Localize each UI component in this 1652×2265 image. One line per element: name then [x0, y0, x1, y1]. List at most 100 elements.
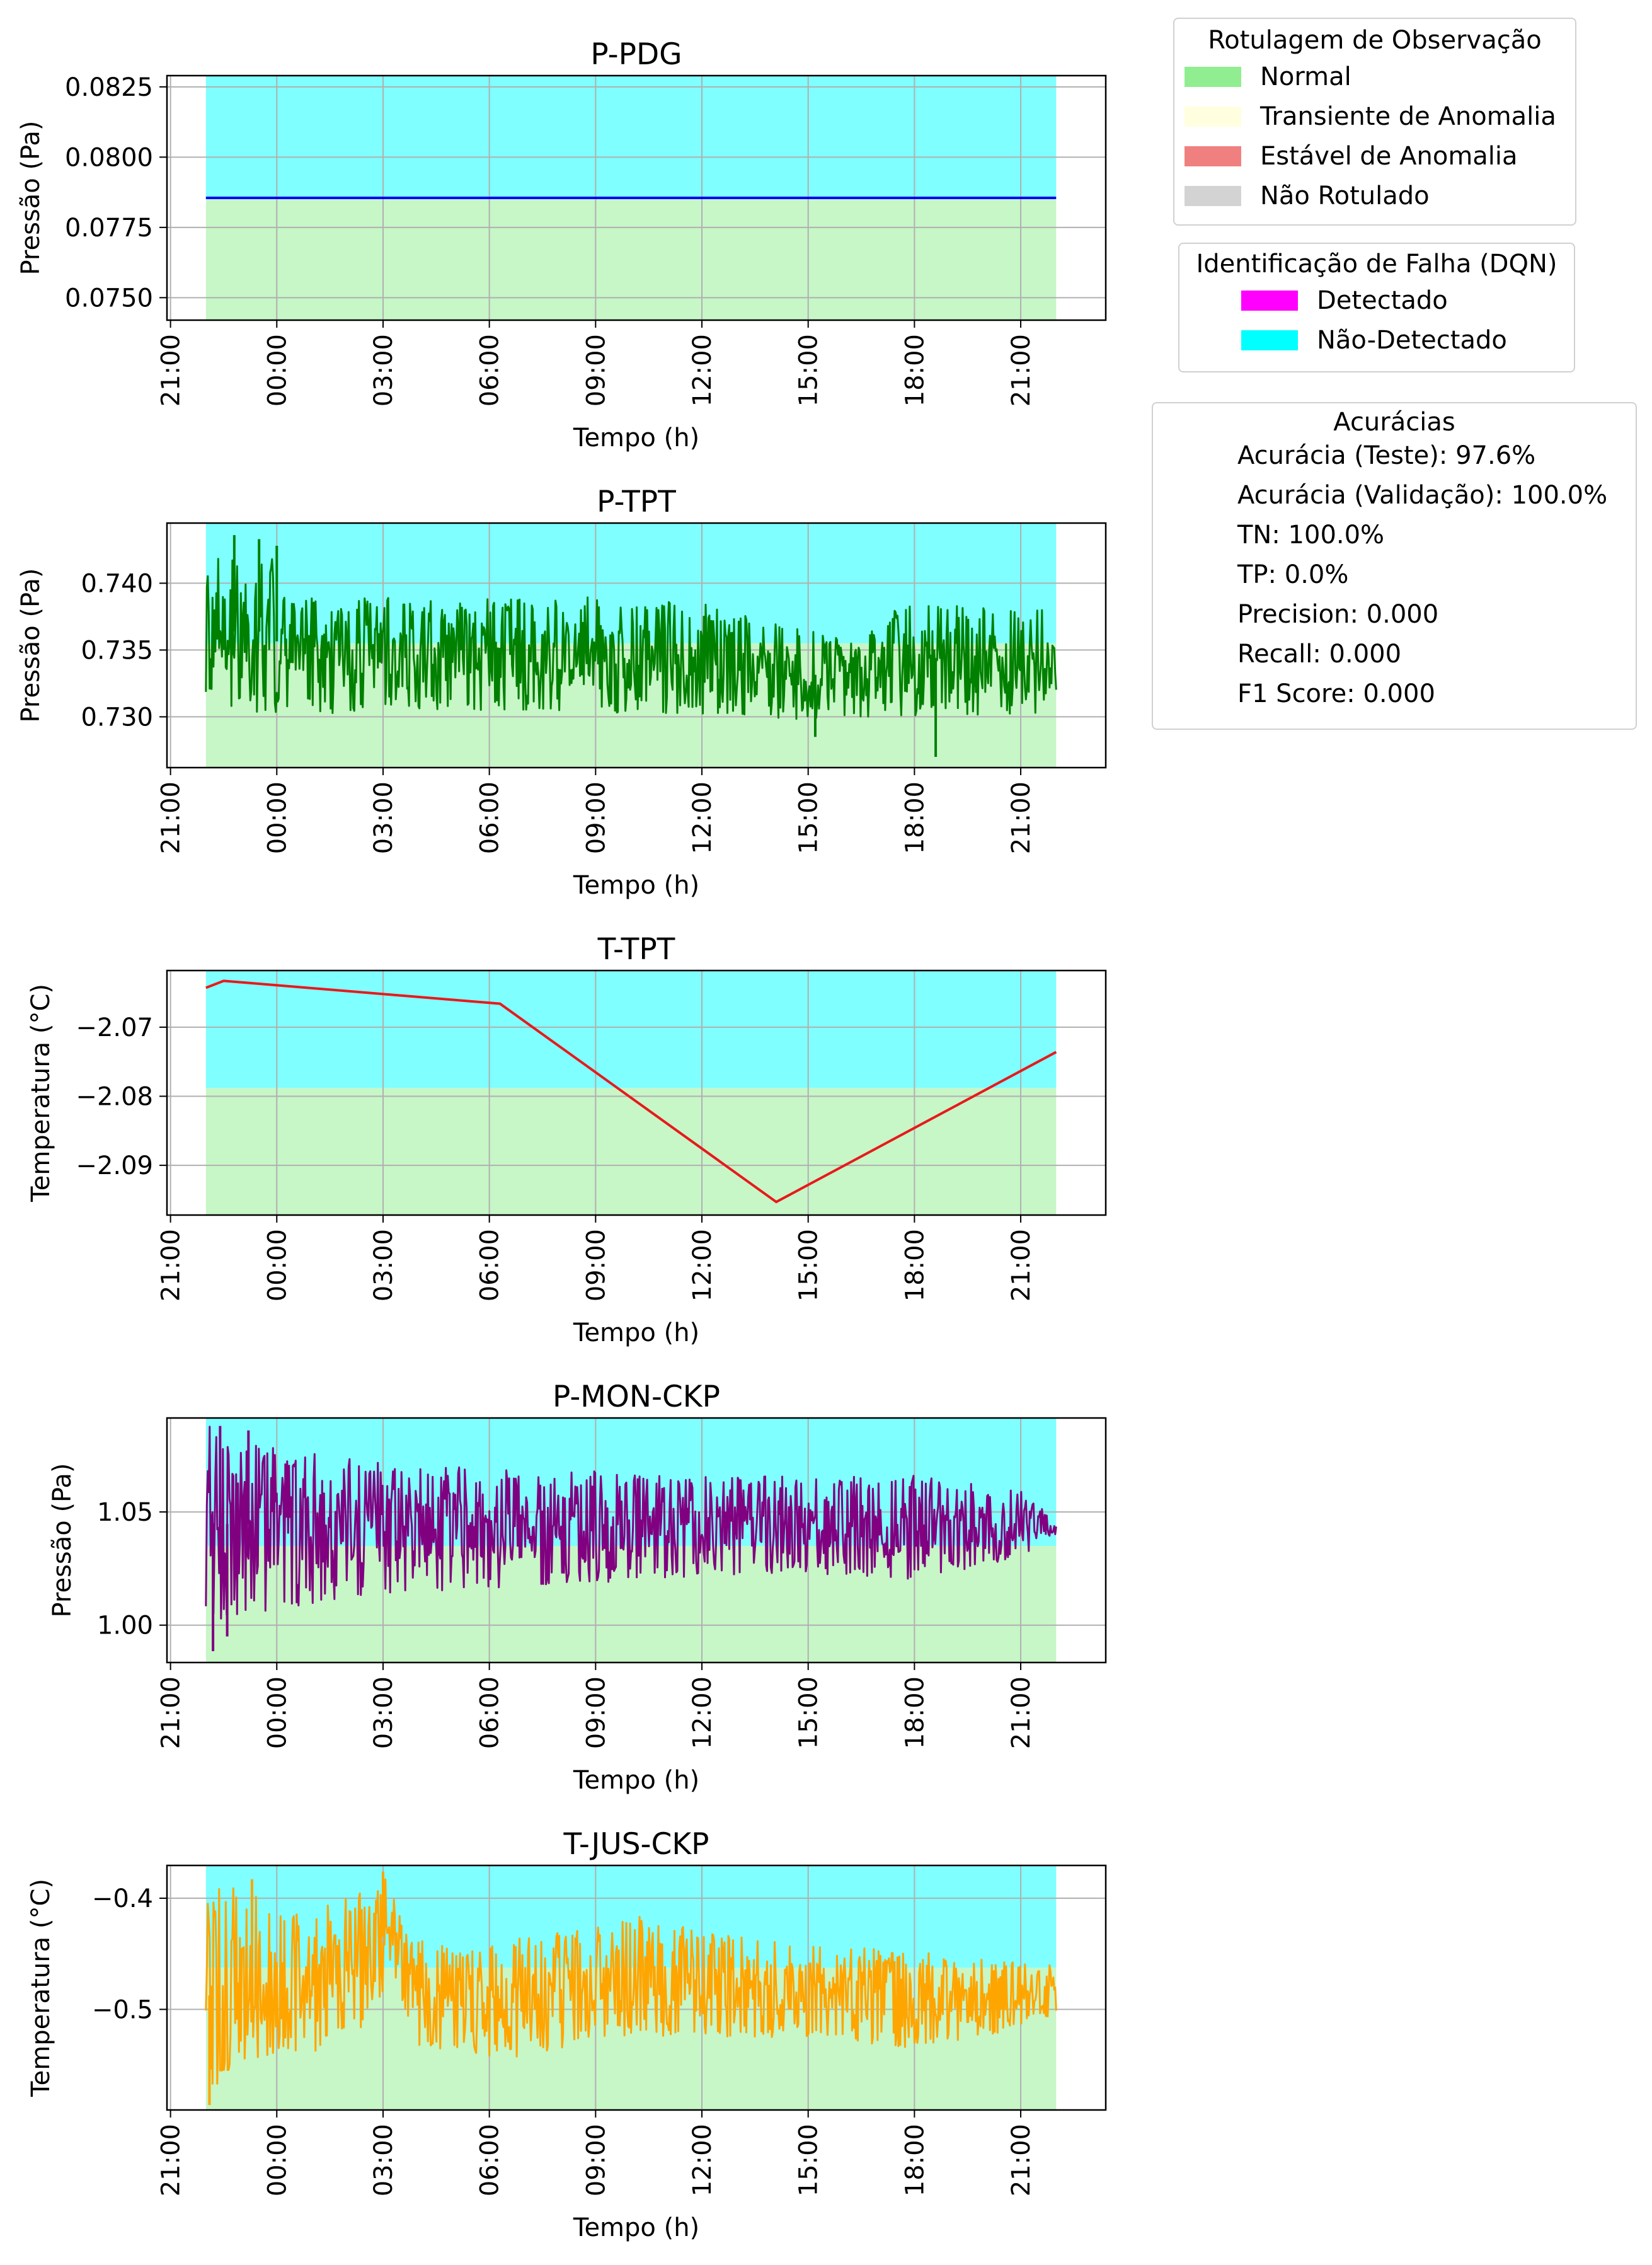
x-tick-label: 09:00 — [582, 1676, 611, 1749]
axes-frame — [166, 1864, 1107, 2111]
x-tick-label: 18:00 — [900, 2124, 929, 2196]
y-tick-label: −0.4 — [92, 1884, 153, 1913]
x-tick-label: 18:00 — [900, 1676, 929, 1749]
x-tick-label: 18:00 — [900, 781, 929, 854]
x-tick-label: 03:00 — [369, 1676, 398, 1749]
recall-value: Recall: 0.000 — [1237, 640, 1402, 669]
plot-area — [167, 1865, 1106, 2110]
x-tick-label: 00:00 — [263, 781, 292, 854]
chart-title: T-TPT — [597, 932, 675, 967]
chart-title: P-MON-CKP — [553, 1380, 720, 1414]
x-tick-label: 09:00 — [582, 1229, 611, 1301]
x-tick-label: 15:00 — [794, 1676, 823, 1749]
chart-panel-p-mon-ckp: 21:00 00:00 03:00 06:00 09:00 12:00 15:00 18:00… — [48, 1380, 1107, 1795]
true-negative-rate: TN: 100.0% — [1237, 521, 1385, 550]
data-line — [205, 1878, 1057, 2085]
x-tick-label: 12:00 — [688, 1229, 717, 1301]
x-axis-label: Tempo (h) — [573, 424, 699, 452]
x-tick-label: 09:00 — [582, 781, 611, 854]
legend-item-detected: Detectado — [1179, 280, 1574, 320]
y-tick-label: 0.0775 — [65, 214, 153, 243]
legend-label: Estável de Anomalia — [1260, 141, 1518, 171]
legend-item-transient: Transiente de Anomalia — [1174, 96, 1575, 136]
chart-title: P-TPT — [597, 485, 676, 519]
axes-frame — [166, 1417, 1107, 1664]
x-axis-label: Tempo (h) — [573, 871, 699, 900]
legend-label: Transiente de Anomalia — [1260, 101, 1556, 131]
x-tick-label: 21:00 — [1007, 2124, 1036, 2196]
not-detected-span — [205, 971, 1057, 1088]
x-tick-label: 00:00 — [263, 334, 292, 406]
accuracy-test: Acurácia (Teste): 97.6% — [1237, 441, 1536, 470]
legend-title: Acurácias — [1333, 408, 1455, 437]
legend-item-normal: Normal — [1174, 57, 1575, 96]
x-tick-label: 09:00 — [582, 2124, 611, 2196]
x-tick-label: 06:00 — [476, 781, 505, 854]
chart-title: P-PDG — [590, 37, 682, 72]
legend-accuracies: Acurácias Acurácia (Teste): 97.6% Acurác… — [1152, 402, 1637, 730]
x-tick-label: 15:00 — [794, 334, 823, 406]
axes-frame — [166, 522, 1107, 769]
x-tick-label: 15:00 — [794, 781, 823, 854]
normal-span — [205, 198, 1057, 320]
x-tick-label: 03:00 — [369, 781, 398, 854]
y-tick-label: 0.0825 — [65, 73, 153, 102]
x-tick-label: 06:00 — [476, 2124, 505, 2196]
legend-fault-identification: Identificação de Falha (DQN) Detectado N… — [1178, 243, 1575, 372]
y-axis-label: Pressão (Pa) — [48, 1463, 77, 1617]
plot-area — [167, 1418, 1106, 1663]
y-tick-label: 1.05 — [97, 1498, 153, 1527]
x-tick-label: 21:00 — [157, 1229, 186, 1301]
x-tick-label: 12:00 — [688, 334, 717, 406]
legend-label: Não Rotulado — [1260, 181, 1430, 210]
x-tick-label: 00:00 — [263, 1676, 292, 1749]
x-tick-label: 15:00 — [794, 1229, 823, 1301]
not-detected-swatch — [1241, 330, 1298, 350]
y-tick-label: −0.5 — [92, 1995, 153, 2024]
x-tick-label: 12:00 — [688, 1676, 717, 1749]
chart-panel-t-tpt: 21:00 00:00 03:00 06:00 09:00 12:00 15:00 18:00… — [26, 932, 1107, 1347]
x-tick-label: 21:00 — [157, 781, 186, 854]
data-line — [205, 558, 1057, 720]
legend-label: Normal — [1260, 62, 1351, 91]
steady-swatch — [1185, 146, 1241, 166]
chart-panel-p-pdg: 21:00 00:00 03:00 06:00 09:00 12:00 15:00 18:00… — [16, 37, 1107, 452]
x-tick-label: 21:00 — [157, 2124, 186, 2196]
x-tick-label: 00:00 — [263, 2124, 292, 2196]
x-axis-label: Tempo (h) — [573, 1766, 699, 1795]
x-tick-label: 06:00 — [476, 1676, 505, 1749]
unlabeled-swatch — [1185, 185, 1241, 206]
legend-label: Não-Detectado — [1317, 325, 1507, 355]
x-tick-label: 12:00 — [688, 2124, 717, 2196]
x-tick-label: 18:00 — [900, 1229, 929, 1301]
x-tick-label: 21:00 — [1007, 334, 1036, 406]
x-tick-label: 21:00 — [1007, 1229, 1036, 1301]
y-tick-label: 0.735 — [81, 636, 153, 665]
x-tick-label: 03:00 — [369, 2124, 398, 2196]
legend-title: Identificação de Falha (DQN) — [1196, 250, 1557, 279]
legend-label: Detectado — [1317, 285, 1448, 315]
legend-item-unlabeled: Não Rotulado — [1174, 176, 1575, 216]
y-axis-label: Temperatura (°C) — [26, 984, 55, 1202]
f1-score-value: F1 Score: 0.000 — [1237, 679, 1435, 708]
legend-item-not-detected: Não-Detectado — [1179, 320, 1574, 360]
x-tick-label: 00:00 — [263, 1229, 292, 1301]
x-tick-label: 06:00 — [476, 334, 505, 406]
data-line — [205, 1426, 1057, 1620]
y-axis-label: Pressão (Pa) — [16, 120, 45, 275]
y-tick-label: 0.0750 — [65, 284, 153, 313]
x-tick-label: 21:00 — [1007, 1676, 1036, 1749]
plot-area — [167, 971, 1106, 1215]
legend-title: Rotulagem de Observação — [1208, 26, 1542, 55]
detected-swatch — [1241, 290, 1298, 311]
x-tick-label: 21:00 — [157, 334, 186, 406]
legend-observation-labeling: Rotulagem de Observação Normal Transient… — [1173, 18, 1576, 226]
chart-title: T-JUS-CKP — [563, 1827, 709, 1862]
y-axis-label: Pressão (Pa) — [16, 568, 45, 722]
x-axis-label: Tempo (h) — [573, 1318, 699, 1347]
x-tick-label: 09:00 — [582, 334, 611, 406]
y-tick-label: −2.08 — [76, 1082, 153, 1111]
precision-value: Precision: 0.000 — [1237, 600, 1439, 629]
x-tick-label: 21:00 — [157, 1676, 186, 1749]
x-tick-label: 03:00 — [369, 1229, 398, 1301]
